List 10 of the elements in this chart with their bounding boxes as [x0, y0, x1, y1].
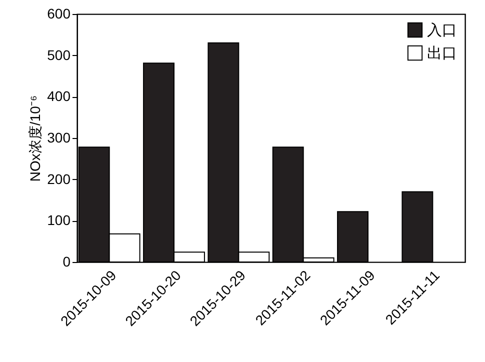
y-tick-label: 300 [47, 130, 71, 146]
y-tick-label: 600 [47, 6, 71, 22]
y-tick-label: 500 [47, 46, 71, 63]
y-tick-label: 400 [47, 88, 71, 104]
y-axis-title: NOx浓度/10⁻⁶ [27, 95, 44, 182]
legend-label: 出口 [427, 45, 457, 62]
y-tick-label: 0 [62, 254, 71, 270]
legend-label: 入口 [427, 22, 457, 39]
y-tick-label: 100 [47, 212, 71, 228]
y-tick-label: 200 [47, 170, 71, 187]
